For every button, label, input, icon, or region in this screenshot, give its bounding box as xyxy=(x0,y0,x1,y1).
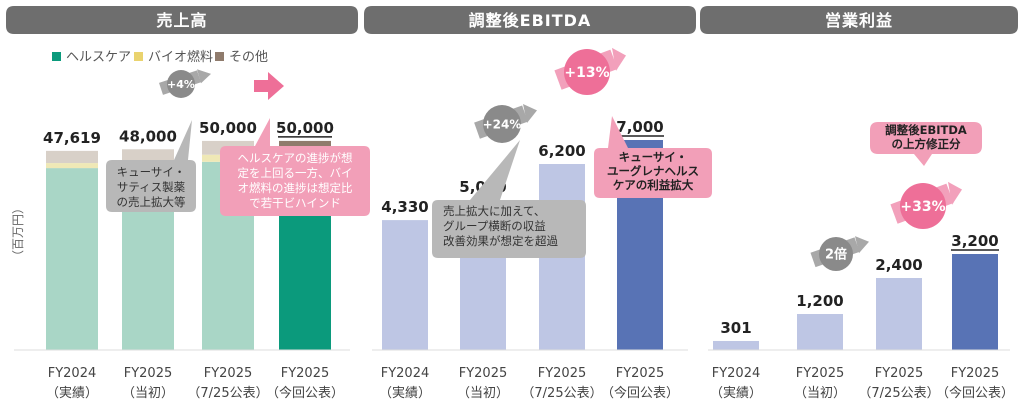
tick-1-4-year: FY2025 xyxy=(281,366,330,381)
growth-badge-2-2-text: +13% xyxy=(564,65,609,81)
value-label-1-2: 48,000 xyxy=(119,127,177,145)
bar-3-3 xyxy=(876,278,922,350)
growth-badge-3-2-text: +33% xyxy=(900,199,945,215)
bar-3-2 xyxy=(797,314,843,350)
panel-1-title: 売上高 xyxy=(156,11,207,30)
callout-1-2-text-line-3: オ燃料の進捗は想定比 xyxy=(238,181,353,195)
tick-2-1-note: （実績） xyxy=(379,385,431,401)
growth-badge-2-2-arrow-head xyxy=(612,47,626,71)
legend-label-1: ヘルスケア xyxy=(66,50,131,65)
highlight-arrow-1 xyxy=(254,72,284,100)
tick-3-4-note: （今回公表） xyxy=(936,385,1014,401)
callout-2-2-text-line-3: ケアの利益拡大 xyxy=(613,178,694,192)
tick-3-3-note: （7/25公表） xyxy=(858,386,939,401)
value-label-3-2: 1,200 xyxy=(796,292,843,310)
panel-3-header xyxy=(700,6,1018,34)
panel-1-header xyxy=(6,6,358,34)
growth-badge-2-2-circle xyxy=(564,49,610,95)
bar-3-4 xyxy=(952,254,998,350)
growth-badge-1-1-arrow-head xyxy=(197,69,211,84)
tick-3-1-note: （実績） xyxy=(710,385,762,401)
legend-label-2: バイオ燃料 xyxy=(148,49,213,65)
callout-2-2-text-line-1: キューサイ・ xyxy=(619,150,688,164)
growth-badge-2-1-circle xyxy=(483,105,521,143)
bar-1-1-その他 xyxy=(46,150,98,164)
value-label-2-4: 7,000 xyxy=(616,118,663,136)
bar-1-1-バイオ燃料 xyxy=(46,163,98,169)
bar-1-1-ヘルスケア xyxy=(46,168,98,350)
callout-2-2-text-line-2: ユーグレナヘルス xyxy=(607,164,699,178)
tick-3-1-year: FY2024 xyxy=(712,366,761,381)
tick-2-2-note: （当初） xyxy=(457,386,509,401)
panel-2-title: 調整後EBITDA xyxy=(469,11,592,30)
tick-1-3-year: FY2025 xyxy=(204,366,253,381)
y-axis-unit-label: （百万円） xyxy=(11,202,25,262)
growth-badge-3-1-arrow-head xyxy=(855,236,869,254)
tick-1-1-note: （実績） xyxy=(46,385,98,401)
callout-2-2 xyxy=(594,116,712,198)
callout-3-1 xyxy=(870,122,982,166)
tick-3-2-note: （当初） xyxy=(794,386,846,401)
panel-2-header xyxy=(364,6,696,34)
callout-1-2-text-line-4: で若干ビハインド xyxy=(249,196,341,210)
tick-2-2-year: FY2025 xyxy=(459,366,508,381)
callout-3-1-text-line-2: の上方修正分 xyxy=(892,137,961,151)
value-label-1-3: 50,000 xyxy=(199,119,257,137)
callout-1-1-text-line-3: の売上拡大等 xyxy=(117,195,186,209)
tick-1-3-note: （7/25公表） xyxy=(187,386,268,401)
tick-2-3-note: （7/25公表） xyxy=(521,386,602,401)
growth-badge-3-2-circle xyxy=(900,183,946,229)
growth-badge-3-2-arrow-head xyxy=(948,181,962,205)
legend-swatch-1 xyxy=(52,52,61,61)
callout-1-1-text-line-1: キューサイ・ xyxy=(117,165,186,179)
callout-1-1 xyxy=(106,120,196,212)
value-label-2-1: 4,330 xyxy=(381,198,428,216)
legend-label-3: その他 xyxy=(229,50,268,65)
tick-3-4-year: FY2025 xyxy=(951,366,1000,381)
callout-1-2 xyxy=(220,118,370,216)
value-label-2-3: 6,200 xyxy=(538,142,585,160)
legend-swatch-3 xyxy=(215,52,224,61)
value-label-1-1: 47,619 xyxy=(43,129,101,147)
panel-3-title: 営業利益 xyxy=(825,11,893,30)
tick-1-1-year: FY2024 xyxy=(48,366,97,381)
tick-2-4-note: （今回公表） xyxy=(601,385,679,401)
growth-badge-3-1-circle xyxy=(819,237,853,271)
tick-1-2-year: FY2025 xyxy=(124,366,173,381)
value-label-3-1: 301 xyxy=(720,319,751,337)
tick-2-3-year: FY2025 xyxy=(538,366,587,381)
tick-1-4-note: （今回公表） xyxy=(266,385,344,401)
legend-swatch-2 xyxy=(134,52,143,61)
callout-2-1-text-line-3: 改善効果が想定を超過 xyxy=(443,234,558,248)
callout-2-1-text-line-2: グループ横断の収益 xyxy=(443,219,546,233)
bar-1-2-その他 xyxy=(122,149,174,162)
callout-2-1-text-line-1: 売上拡大に加えて、 xyxy=(443,204,545,218)
value-label-3-4: 3,200 xyxy=(951,232,998,250)
value-label-3-3: 2,400 xyxy=(875,256,922,274)
growth-badge-1-1-circle xyxy=(167,70,195,98)
callout-1-2-text-line-2: 定を上回る一方、バイ xyxy=(238,166,353,180)
callout-2-1 xyxy=(432,140,586,258)
callout-1-2-text-line-1: ヘルスケアの進捗が想 xyxy=(238,151,353,165)
bar-3-1 xyxy=(713,340,759,350)
tick-3-3-year: FY2025 xyxy=(875,366,924,381)
tick-2-1-year: FY2024 xyxy=(381,366,430,381)
tick-1-2-note: （当初） xyxy=(122,386,174,401)
value-label-1-4: 50,000 xyxy=(276,119,334,137)
tick-2-4-year: FY2025 xyxy=(616,366,665,381)
bar-2-1 xyxy=(382,220,428,350)
growth-badge-1-1-text: +4% xyxy=(167,78,195,91)
callout-3-1-text-line-1: 調整後EBITDA xyxy=(885,123,967,137)
tick-3-2-year: FY2025 xyxy=(796,366,845,381)
growth-badge-2-1-text: +24% xyxy=(483,117,522,131)
growth-badge-3-1-text: 2倍 xyxy=(825,247,847,263)
callout-1-1-text-line-2: サティス製薬 xyxy=(117,180,186,194)
growth-badge-2-1-arrow-head xyxy=(523,104,537,124)
